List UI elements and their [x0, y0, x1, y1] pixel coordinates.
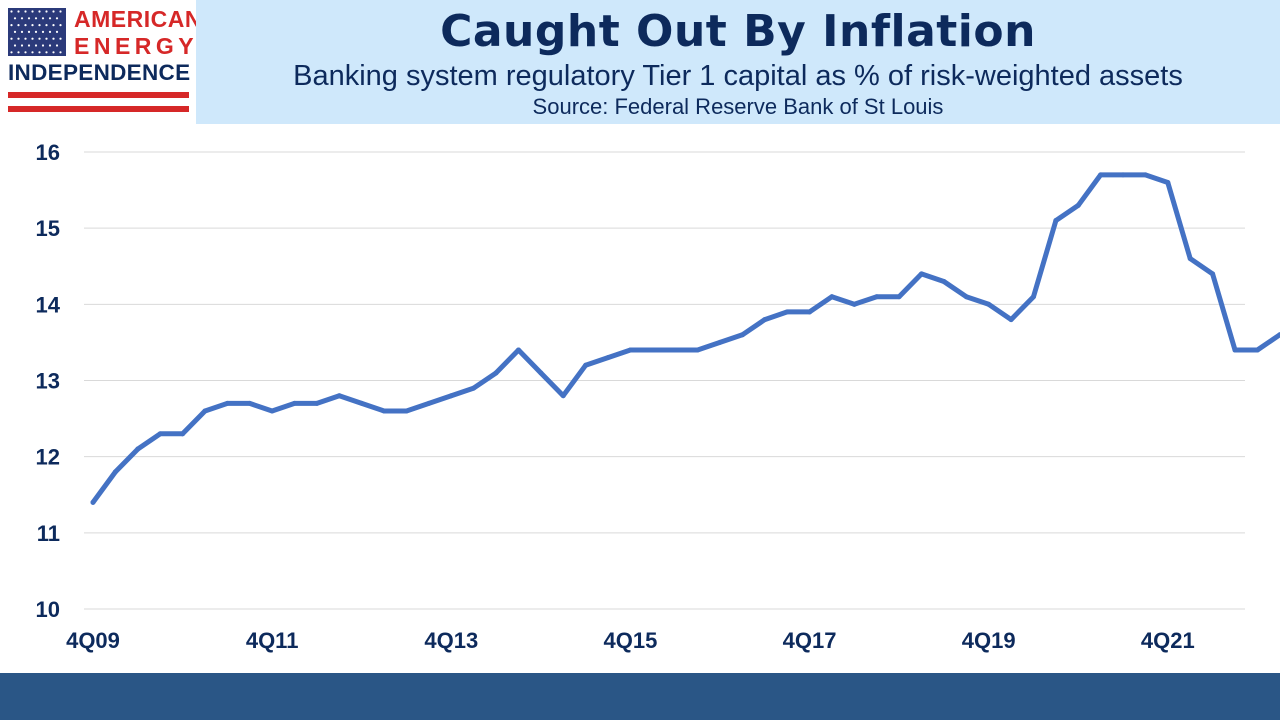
data-point: [292, 400, 298, 406]
data-point: [627, 347, 633, 353]
data-point: [784, 309, 790, 315]
data-point: [1210, 271, 1216, 277]
x-tick-label: 4Q19: [962, 628, 1016, 653]
logo-text-energy: ENERGY: [74, 33, 199, 59]
data-point: [314, 400, 320, 406]
data-point: [157, 431, 163, 437]
x-tick-label: 4Q15: [603, 628, 657, 653]
logo-text-independence: INDEPENDENCE: [8, 60, 191, 85]
data-point: [986, 301, 992, 307]
data-point: [762, 317, 768, 323]
data-point: [515, 347, 521, 353]
data-point: [1254, 347, 1260, 353]
source-note: Source: Federal Reserve Bank of St Louis: [532, 94, 944, 119]
logo-stripe: [8, 106, 189, 112]
y-tick-label: 15: [36, 216, 60, 241]
y-tick-label: 13: [36, 369, 60, 394]
header: Caught Out By Inflation Banking system r…: [196, 0, 1280, 124]
data-point: [672, 347, 678, 353]
data-point: [605, 355, 611, 361]
data-point: [851, 301, 857, 307]
gridlines: [84, 151, 1245, 610]
data-point: [963, 294, 969, 300]
data-point: [247, 400, 253, 406]
x-tick-label: 4Q09: [66, 628, 120, 653]
data-point: [941, 278, 947, 284]
data-point: [493, 370, 499, 376]
x-tick-label: 4Q21: [1141, 628, 1195, 653]
data-point: [359, 400, 365, 406]
data-point: [426, 400, 432, 406]
x-tick-label: 4Q17: [783, 628, 837, 653]
x-axis: 4Q09 4Q11 4Q13 4Q15 4Q17 4Q19 4Q21: [66, 628, 1195, 653]
logo-stripe: [8, 92, 189, 98]
logo: AMERICAN ENERGY INDEPENDENCE: [0, 0, 201, 124]
logo-text-american: AMERICAN: [74, 6, 202, 32]
y-tick-label: 12: [36, 445, 60, 470]
y-axis: 10 11 12 13 14 15 16: [36, 140, 61, 622]
y-tick-label: 10: [36, 597, 60, 622]
series: [90, 172, 1280, 505]
data-point: [717, 339, 723, 345]
data-point: [1277, 332, 1280, 338]
y-tick-label: 16: [36, 140, 60, 165]
data-point: [583, 362, 589, 368]
footer-bar: [0, 673, 1280, 720]
data-point: [695, 347, 701, 353]
data-point: [224, 400, 230, 406]
series-line: [90, 172, 1280, 505]
data-point: [1008, 317, 1014, 323]
x-tick-label: 4Q13: [424, 628, 478, 653]
data-point: [560, 393, 566, 399]
data-point: [471, 385, 477, 391]
data-point: [1142, 172, 1148, 178]
y-tick-label: 14: [36, 292, 61, 317]
data-point: [1053, 218, 1059, 224]
data-point: [269, 408, 275, 414]
data-point: [90, 499, 96, 505]
data-point: [874, 294, 880, 300]
data-point: [919, 271, 925, 277]
data-point: [829, 294, 835, 300]
data-point: [739, 332, 745, 338]
data-point: [336, 393, 342, 399]
data-point: [202, 408, 208, 414]
data-point: [112, 469, 118, 475]
us-flag-icon: [8, 8, 66, 56]
y-tick-label: 11: [37, 521, 60, 546]
data-point: [538, 370, 544, 376]
x-tick-label: 4Q11: [246, 628, 299, 653]
data-point: [896, 294, 902, 300]
data-point: [135, 446, 141, 452]
data-point: [180, 431, 186, 437]
page-subtitle: Banking system regulatory Tier 1 capital…: [293, 60, 1183, 92]
page-title: Caught Out By Inflation: [440, 6, 1036, 57]
data-point: [1075, 202, 1081, 208]
data-point: [381, 408, 387, 414]
data-point: [1232, 347, 1238, 353]
data-point: [1098, 172, 1104, 178]
data-point: [403, 408, 409, 414]
data-point: [1165, 179, 1171, 185]
data-point: [448, 393, 454, 399]
data-point: [1120, 172, 1126, 178]
data-point: [650, 347, 656, 353]
data-point: [807, 309, 813, 315]
data-point: [1030, 294, 1036, 300]
data-point: [1187, 256, 1193, 262]
